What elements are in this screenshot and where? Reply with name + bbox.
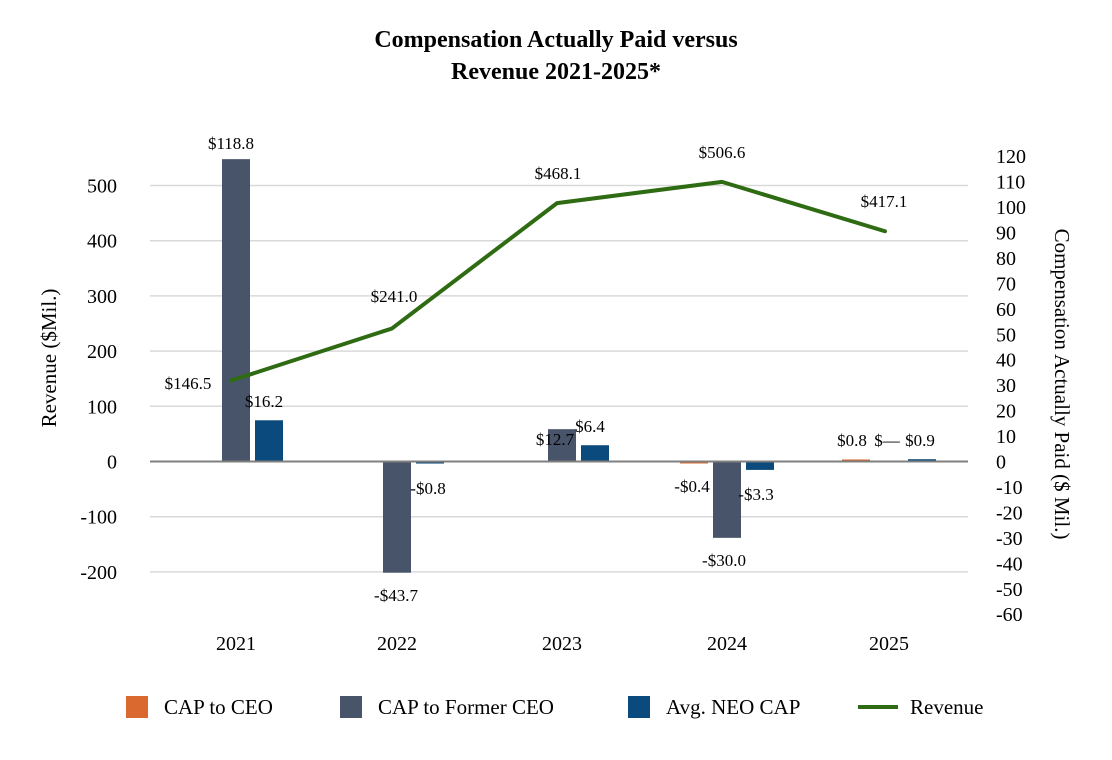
- left-tick-label-200: 200: [87, 341, 117, 363]
- data-label-avg-neo-cap-2024: -$3.3: [738, 485, 773, 504]
- data-label-cap-to-former-ceo-2022: -$43.7: [374, 586, 418, 605]
- left-tick-label-100: -100: [80, 507, 117, 529]
- legend-label-cap-to-former-ceo: CAP to Former CEO: [378, 694, 554, 719]
- chart-title-line-2: Revenue 2021-2025*: [451, 59, 661, 85]
- right-tick-label-50: 50: [996, 324, 1016, 346]
- right-tick-label-100: 100: [996, 197, 1026, 219]
- right-tick-label-20: -20: [996, 502, 1023, 524]
- x-tick-label-2025: 2025: [869, 633, 909, 655]
- bar-cap-to-former-ceo-2021: [222, 159, 250, 462]
- x-tick-label-2022: 2022: [377, 633, 417, 655]
- data-label-revenue-2021: $146.5: [165, 374, 212, 393]
- bar-cap-to-ceo-2025: [842, 459, 870, 462]
- right-tick-label-30: -30: [996, 528, 1023, 550]
- chart-legend: CAP to CEO CAP to Former CEO Avg. NEO CA…: [0, 690, 1112, 724]
- left-tick-label-300: 300: [87, 286, 117, 308]
- legend-item-cap-to-former-ceo: CAP to Former CEO: [340, 690, 554, 724]
- bar-cap-to-former-ceo-2023: [548, 429, 576, 462]
- legend-swatch-revenue: [858, 705, 898, 709]
- right-tick-label-60: -60: [996, 604, 1023, 626]
- x-tick-label-2024: 2024: [707, 633, 747, 655]
- data-label-cap-to-former-ceo-2025: $—: [874, 431, 901, 450]
- data-label-cap-to-former-ceo-2021: $118.8: [208, 134, 254, 153]
- legend-swatch-avg-neo-cap: [628, 696, 650, 718]
- bar-avg-neo-cap-2022: [416, 461, 444, 464]
- data-label-avg-neo-cap-2022: -$0.8: [410, 479, 445, 498]
- right-tick-label-110: 110: [996, 172, 1025, 194]
- chart-title-line-1: Compensation Actually Paid versus: [374, 27, 738, 53]
- legend-item-cap-to-ceo: CAP to CEO: [126, 690, 273, 724]
- x-tick-label-2023: 2023: [542, 633, 582, 655]
- line-revenue: [229, 179, 887, 383]
- right-tick-label-120: 120: [996, 146, 1026, 168]
- right-tick-label-60: 60: [996, 299, 1016, 321]
- right-tick-label-20: 20: [996, 401, 1016, 423]
- data-label-cap-to-former-ceo-2023: $12.7: [536, 430, 575, 449]
- bar-cap-to-former-ceo-2022: [383, 461, 411, 573]
- right-tick-label-90: 90: [996, 222, 1016, 244]
- legend-label-revenue: Revenue: [910, 694, 984, 719]
- right-tick-label-70: 70: [996, 273, 1016, 295]
- legend-label-avg-neo-cap: Avg. NEO CAP: [666, 694, 801, 719]
- right-tick-label-40: 40: [996, 350, 1016, 372]
- chart-title: Compensation Actually Paid versus Revenu…: [0, 24, 1112, 88]
- bar-avg-neo-cap-2025: [908, 459, 936, 462]
- left-tick-label-0: 0: [107, 452, 117, 474]
- bar-avg-neo-cap-2021: [255, 420, 283, 462]
- legend-swatch-cap-to-former-ceo: [340, 696, 362, 718]
- right-tick-label-40: -40: [996, 553, 1023, 575]
- data-label-revenue-2024: $506.6: [699, 143, 746, 162]
- right-tick-label-10: 10: [996, 426, 1016, 448]
- x-tick-label-2021: 2021: [216, 633, 256, 655]
- data-label-avg-neo-cap-2023: $6.4: [575, 417, 605, 436]
- left-tick-label-200: -200: [80, 562, 117, 584]
- bar-avg-neo-cap-2024: [746, 461, 774, 470]
- legend-item-revenue: Revenue: [858, 690, 983, 724]
- data-label-cap-to-former-ceo-2024: -$30.0: [702, 551, 746, 570]
- left-tick-label-500: 500: [87, 176, 117, 198]
- right-axis-title: Compensation Actually Paid ($ Mil.): [1050, 229, 1074, 540]
- left-tick-label-400: 400: [87, 231, 117, 253]
- data-label-avg-neo-cap-2021: $16.2: [245, 392, 283, 411]
- legend-item-avg-neo-cap: Avg. NEO CAP: [628, 690, 800, 724]
- left-axis-title: Revenue ($Mil.): [37, 289, 61, 428]
- right-tick-label-80: 80: [996, 248, 1016, 270]
- right-tick-label-10: -10: [996, 477, 1023, 499]
- data-label-avg-neo-cap-2025: $0.9: [905, 431, 935, 450]
- data-label-revenue-2025: $417.1: [861, 192, 908, 211]
- legend-swatch-cap-to-ceo: [126, 696, 148, 718]
- right-tick-label-0: 0: [996, 452, 1006, 474]
- right-tick-label-50: -50: [996, 579, 1023, 601]
- data-label-revenue-2023: $468.1: [535, 164, 582, 183]
- left-tick-label-100: 100: [87, 396, 117, 418]
- bar-avg-neo-cap-2023: [581, 445, 609, 462]
- bar-cap-to-former-ceo-2024: [713, 461, 741, 538]
- right-tick-label-30: 30: [996, 375, 1016, 397]
- data-label-revenue-2022: $241.0: [371, 287, 418, 306]
- data-label-cap-to-ceo-2024: -$0.4: [674, 477, 710, 496]
- legend-label-cap-to-ceo: CAP to CEO: [164, 694, 273, 719]
- data-label-cap-to-ceo-2025: $0.8: [837, 431, 867, 450]
